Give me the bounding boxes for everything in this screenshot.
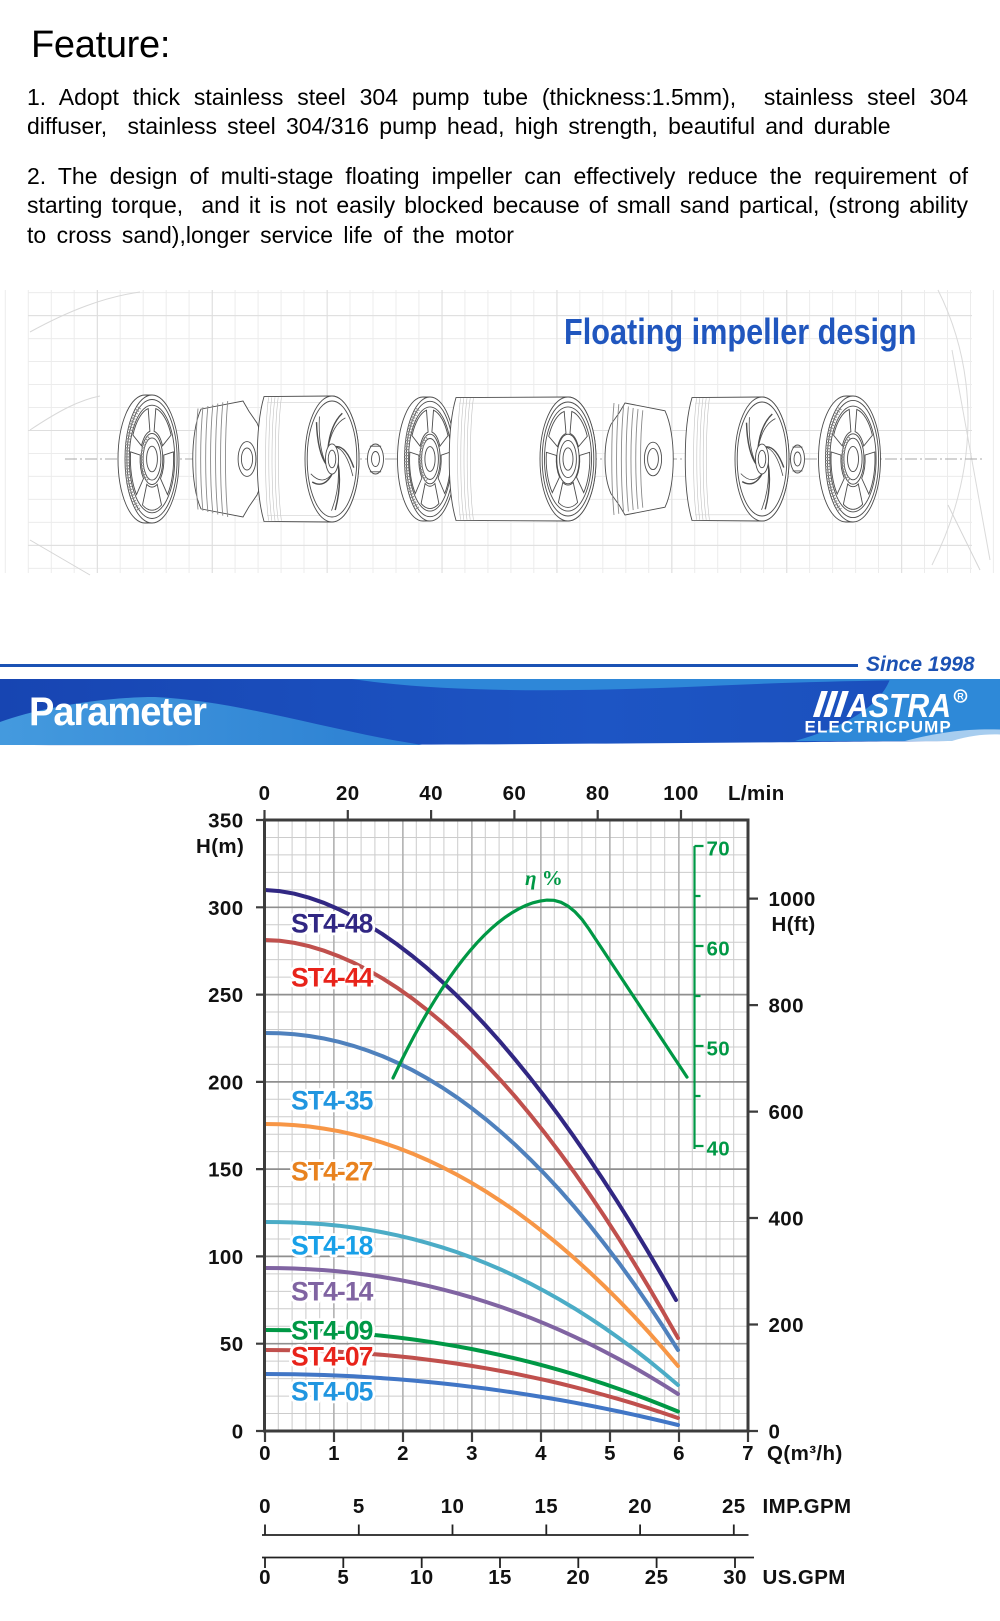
svg-text:ST4-09: ST4-09	[291, 1316, 373, 1346]
svg-text:0: 0	[259, 782, 271, 805]
svg-text:0: 0	[232, 1421, 244, 1444]
svg-text:50: 50	[707, 1038, 731, 1061]
svg-text:6: 6	[673, 1442, 685, 1465]
svg-text:ST4-27: ST4-27	[291, 1157, 373, 1187]
svg-text:200: 200	[208, 1071, 243, 1094]
svg-text:100: 100	[208, 1246, 243, 1269]
svg-text:20: 20	[628, 1495, 652, 1518]
svg-text:US.GPM: US.GPM	[763, 1566, 846, 1589]
svg-text:20: 20	[336, 782, 360, 805]
svg-text:ASTRA: ASTRA	[846, 687, 951, 724]
svg-text:70: 70	[707, 838, 731, 861]
svg-text:η %: η %	[525, 866, 563, 890]
svg-text:ELECTRICPUMP: ELECTRICPUMP	[805, 718, 952, 737]
svg-text:ST4-48: ST4-48	[291, 909, 373, 939]
svg-text:5: 5	[604, 1442, 616, 1465]
svg-text:600: 600	[769, 1101, 804, 1124]
svg-text:0: 0	[259, 1442, 271, 1465]
svg-text:60: 60	[707, 938, 731, 961]
svg-text:1: 1	[328, 1442, 340, 1465]
svg-text:ST4-14: ST4-14	[291, 1277, 374, 1307]
svg-text:25: 25	[645, 1566, 669, 1589]
svg-text:ST4-14: ST4-14	[291, 1277, 374, 1307]
svg-text:ST4-35: ST4-35	[291, 1086, 373, 1116]
svg-text:10: 10	[410, 1566, 434, 1589]
svg-text:H(ft): H(ft)	[772, 913, 816, 936]
svg-text:H(m): H(m)	[196, 835, 244, 858]
svg-text:ST4-44: ST4-44	[291, 963, 374, 993]
svg-text:ST4-27: ST4-27	[291, 1157, 373, 1187]
svg-text:200: 200	[769, 1314, 804, 1337]
svg-text:3: 3	[466, 1442, 478, 1465]
svg-text:250: 250	[208, 984, 243, 1007]
svg-text:40: 40	[707, 1138, 731, 1161]
svg-text:Floating impeller design: Floating impeller design	[564, 312, 916, 353]
svg-text:30: 30	[723, 1566, 747, 1589]
svg-text:350: 350	[208, 810, 243, 833]
svg-text:IMP.GPM: IMP.GPM	[763, 1495, 852, 1518]
svg-text:15: 15	[488, 1566, 512, 1589]
svg-text:ST4-05: ST4-05	[291, 1377, 373, 1407]
svg-text:7: 7	[742, 1442, 754, 1465]
svg-text:5: 5	[353, 1495, 365, 1518]
svg-text:L/min: L/min	[728, 782, 785, 805]
svg-text:800: 800	[769, 995, 804, 1018]
svg-text:0: 0	[259, 1495, 271, 1518]
svg-text:80: 80	[586, 782, 610, 805]
svg-text:25: 25	[722, 1495, 746, 1518]
svg-text:50: 50	[220, 1333, 244, 1356]
svg-text:ST4-05: ST4-05	[291, 1377, 373, 1407]
svg-text:10: 10	[441, 1495, 465, 1518]
svg-text:2: 2	[397, 1442, 409, 1465]
svg-text:ST4-09: ST4-09	[291, 1316, 373, 1346]
svg-text:0: 0	[259, 1566, 271, 1589]
svg-text:60: 60	[503, 782, 527, 805]
svg-text:0: 0	[769, 1421, 781, 1444]
svg-text:ST4-07: ST4-07	[291, 1342, 373, 1372]
svg-text:R: R	[957, 692, 964, 702]
svg-text:20: 20	[566, 1566, 590, 1589]
svg-text:5: 5	[337, 1566, 349, 1589]
svg-text:1000: 1000	[769, 888, 816, 911]
svg-text:ST4-35: ST4-35	[291, 1086, 373, 1116]
svg-text:4: 4	[535, 1442, 547, 1465]
svg-text:300: 300	[208, 897, 243, 920]
svg-text:15: 15	[534, 1495, 558, 1518]
svg-text:ST4-18: ST4-18	[291, 1231, 373, 1261]
svg-text:100: 100	[663, 782, 698, 805]
svg-text:ST4-48: ST4-48	[291, 909, 373, 939]
svg-text:150: 150	[208, 1159, 243, 1182]
svg-text:Q(m³/h): Q(m³/h)	[767, 1442, 843, 1465]
svg-text:40: 40	[419, 782, 443, 805]
svg-text:ST4-18: ST4-18	[291, 1231, 373, 1261]
svg-text:400: 400	[769, 1208, 804, 1231]
svg-text:ST4-44: ST4-44	[291, 963, 374, 993]
svg-text:ST4-07: ST4-07	[291, 1342, 373, 1372]
